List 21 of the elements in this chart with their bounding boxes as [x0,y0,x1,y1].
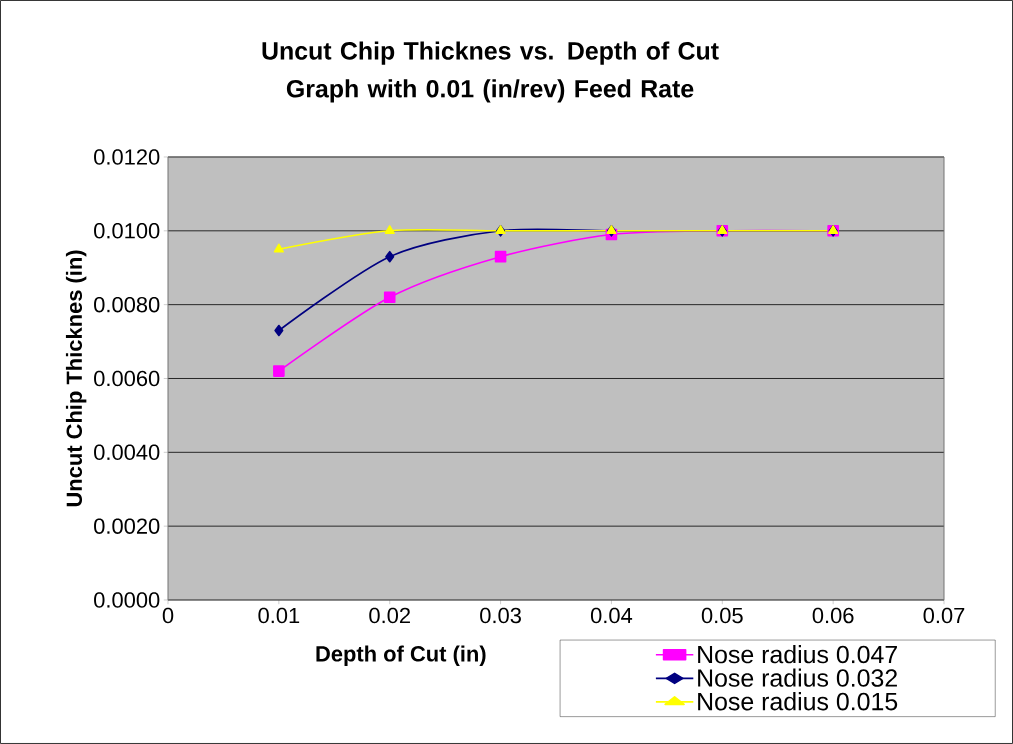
y-tick-label: 0.0080 [94,296,160,313]
x-tick-label: 0.06 [812,607,854,624]
y-axis-title: Uncut Chip Thicknes (in) [65,250,87,507]
x-tick-label: 0.03 [480,607,521,624]
y-tick-label: 0.0120 [94,149,160,165]
x-tick-label: 0.07 [923,607,965,624]
y-tick-label: 0.0060 [94,370,160,387]
x-tick-label: 0.05 [701,607,743,624]
chart-title: Uncut Chip Thicknes vs. Depth of Cut Graph with 0.01 (in/rev) Feed Rate [262,41,719,103]
x-tick-label: 0.01 [258,607,300,624]
legend-label: Nose radius 0.015 [698,692,898,711]
y-tick-label: 0.0020 [94,518,160,534]
x-tick-label: 0.02 [369,607,410,624]
x-tick-label: 0.04 [590,607,633,624]
x-axis-title: Depth of Cut (in) [316,645,486,666]
y-tick-label: 0.0040 [94,444,160,461]
x-tick-label: 0 [162,607,174,624]
legend-label: Nose radius 0.047 [698,645,897,664]
legend-label: Nose radius 0.032 [698,668,897,687]
y-tick-label: 0.0000 [94,592,160,608]
y-tick-label: 0.0100 [94,223,160,239]
